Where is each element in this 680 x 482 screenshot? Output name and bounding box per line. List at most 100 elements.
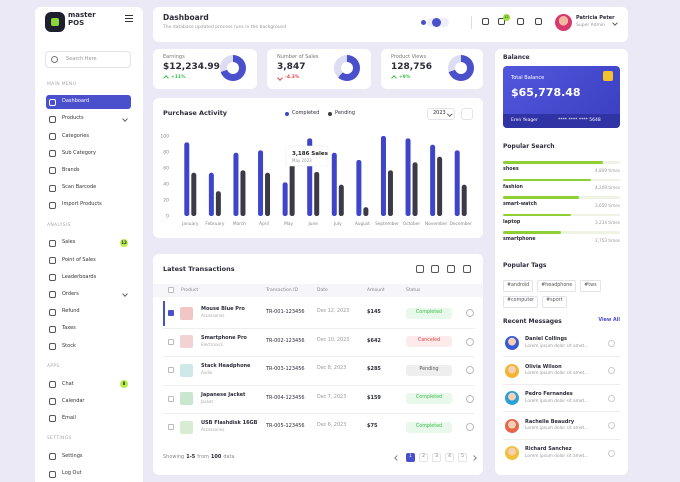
- menu-item[interactable]: Sales: [62, 239, 76, 246]
- stat-value: 128,756: [391, 62, 432, 73]
- search-term: shoes: [503, 167, 519, 173]
- menu-icon: [49, 239, 56, 247]
- transaction-date: Dec 10, 2023: [317, 337, 350, 343]
- row-more[interactable]: [466, 337, 474, 346]
- menu-toggle-line[interactable]: [125, 15, 133, 16]
- message-action[interactable]: [608, 367, 615, 374]
- row-checkbox[interactable]: [168, 395, 174, 402]
- menu-toggle-line[interactable]: [125, 21, 133, 22]
- menu-item[interactable]: Dashboard: [62, 98, 90, 105]
- row-more[interactable]: [466, 309, 474, 317]
- message-sender[interactable]: Olivia Wilson: [525, 363, 562, 370]
- section-title: Recent Messages: [503, 317, 562, 325]
- message-preview: Lorem ipsum dolor sit amet...: [525, 371, 589, 377]
- message-action[interactable]: [608, 449, 615, 457]
- menu-item[interactable]: Brands: [62, 167, 80, 174]
- balance-card-band: [503, 114, 620, 128]
- menu-item[interactable]: Stock: [62, 342, 76, 349]
- footer-text: from: [197, 454, 209, 460]
- menu-item[interactable]: Point of Sales: [62, 256, 96, 263]
- card-holder: Eren Yeager: [511, 117, 538, 123]
- message-sender[interactable]: Richard Sanchez: [525, 446, 572, 453]
- menu-item[interactable]: Calendar: [62, 397, 85, 404]
- search-box[interactable]: [45, 51, 131, 68]
- tag[interactable]: #tws: [580, 280, 601, 292]
- status-pill: Completed: [406, 421, 452, 433]
- message-sender[interactable]: Pedro Fernandes: [525, 391, 573, 398]
- message-sender[interactable]: Rachelle Beaudry: [525, 418, 575, 425]
- table-action[interactable]: [431, 265, 439, 273]
- column-header: Amount: [367, 287, 385, 293]
- row-checkbox[interactable]: [168, 424, 174, 430]
- table-footer: Showing 1-5 from 100 data: [163, 455, 235, 460]
- row-more[interactable]: [466, 394, 474, 403]
- row-more[interactable]: [466, 423, 474, 431]
- row-checkbox[interactable]: [168, 367, 174, 373]
- menu-item[interactable]: Log Out: [62, 470, 82, 477]
- tag[interactable]: #computer: [503, 295, 539, 308]
- menu-item[interactable]: Leaderboards: [62, 273, 97, 280]
- menu-item[interactable]: Import Products: [62, 201, 102, 208]
- search-bar: [503, 178, 591, 181]
- row-checkbox[interactable]: [168, 338, 174, 345]
- header-icon[interactable]: [535, 18, 542, 25]
- menu-item[interactable]: Orders: [62, 291, 79, 298]
- header-checkbox[interactable]: [168, 287, 174, 293]
- menu-item[interactable]: Products: [62, 115, 84, 122]
- page-button[interactable]: 5: [458, 453, 467, 462]
- menu-item[interactable]: Taxes: [62, 325, 76, 332]
- avatar[interactable]: [555, 14, 572, 31]
- more-button[interactable]: [461, 108, 473, 120]
- menu-toggle-line[interactable]: [125, 18, 133, 19]
- menu-icon: [49, 380, 56, 388]
- year-select[interactable]: [427, 108, 455, 120]
- message-preview: Lorem ipsum dolor sit amet...: [525, 343, 589, 349]
- menu-icon: [49, 308, 56, 316]
- table-action[interactable]: [416, 265, 424, 273]
- menu-item[interactable]: Email: [62, 415, 76, 422]
- column-header: Status: [406, 287, 421, 293]
- header-icon[interactable]: [517, 18, 524, 25]
- page-button[interactable]: 3: [432, 453, 441, 462]
- product-thumb: [180, 392, 193, 405]
- message-action[interactable]: [608, 422, 615, 429]
- menu-item[interactable]: Sub Category: [62, 149, 96, 156]
- status-pill: Completed: [406, 393, 452, 404]
- table-action[interactable]: [463, 265, 471, 273]
- menu-item[interactable]: Settings: [62, 453, 83, 460]
- x-tick-label: April: [259, 221, 269, 227]
- table-action[interactable]: [447, 265, 455, 273]
- message-avatar: [505, 391, 519, 405]
- tag[interactable]: #android: [503, 280, 534, 292]
- tag[interactable]: #headphone: [537, 280, 577, 292]
- page-button[interactable]: 4: [445, 453, 454, 462]
- message-avatar: [505, 336, 519, 350]
- y-tick-label: 60: [163, 166, 169, 172]
- menu-icon: [49, 167, 56, 175]
- message-sender[interactable]: Daniel Collings: [525, 336, 568, 343]
- brand: master: [68, 11, 96, 20]
- row-more[interactable]: [466, 366, 474, 374]
- menu-item[interactable]: Categories: [62, 132, 89, 139]
- message-divider: [503, 383, 620, 384]
- active-item-bg[interactable]: [46, 95, 131, 109]
- menu-item[interactable]: Refund: [62, 308, 80, 315]
- row-checkbox[interactable]: [168, 310, 174, 316]
- view-all-link[interactable]: View All: [598, 318, 620, 323]
- header-icon[interactable]: [482, 18, 489, 25]
- header-icon[interactable]: [498, 18, 505, 25]
- menu-item[interactable]: Scan Barcode: [62, 184, 97, 191]
- year-select-label[interactable]: 2023: [433, 110, 446, 117]
- menu-item[interactable]: Chat: [62, 380, 74, 387]
- page-button[interactable]: 1: [406, 453, 415, 462]
- tag[interactable]: #sport: [542, 295, 567, 308]
- message-action[interactable]: [608, 339, 615, 347]
- product-name: Smartphone Pro: [201, 334, 247, 341]
- message-action[interactable]: [608, 394, 615, 402]
- product-name: Mouse Blue Pro: [201, 306, 245, 313]
- product-name: USB Flashdisk 16GB: [201, 420, 258, 427]
- page-button[interactable]: 2: [419, 453, 428, 462]
- bar: [265, 172, 271, 216]
- product-thumb: [180, 306, 193, 320]
- message-preview: Lorem ipsum dolor sit amet...: [525, 426, 589, 432]
